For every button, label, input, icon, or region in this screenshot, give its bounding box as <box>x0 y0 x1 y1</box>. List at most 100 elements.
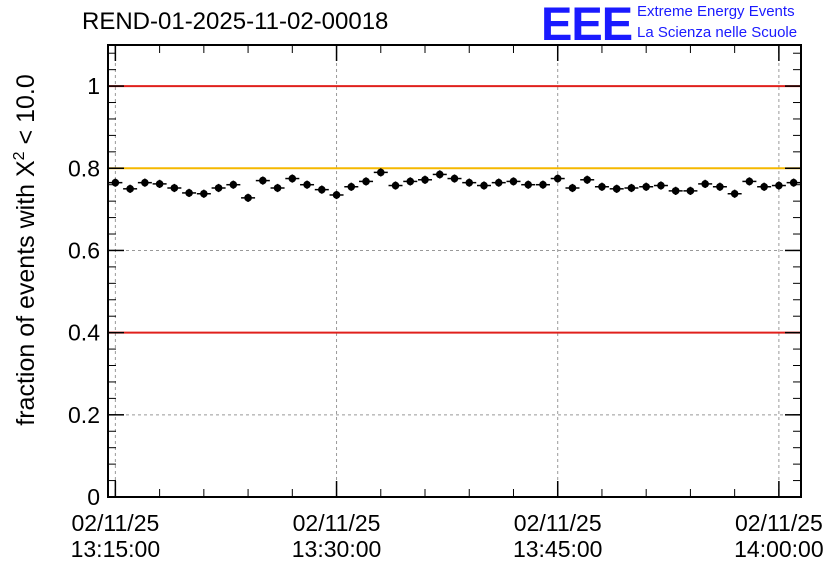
chart-title: REND-01-2025-11-02-00018 <box>82 8 389 35</box>
data-marker <box>686 187 695 195</box>
data-point <box>137 178 152 187</box>
data-point <box>403 177 418 186</box>
data-marker <box>244 194 252 202</box>
data-point <box>476 181 491 190</box>
data-point <box>786 178 801 187</box>
x-tick-time: 13:45:00 <box>513 536 603 562</box>
data-point <box>757 182 772 191</box>
y-tick-label: 0.8 <box>68 155 100 181</box>
y-tick-label: 0.2 <box>68 402 100 428</box>
data-marker <box>465 178 474 187</box>
data-marker <box>362 177 370 186</box>
data-marker <box>450 174 459 183</box>
data-marker <box>406 177 415 186</box>
data-point <box>196 189 211 198</box>
data-marker <box>568 184 577 192</box>
data-point <box>771 181 786 190</box>
data-point <box>123 184 138 193</box>
data-marker <box>141 178 149 187</box>
data-marker <box>376 168 385 177</box>
data-marker <box>524 180 533 189</box>
data-marker <box>303 180 311 189</box>
data-point <box>712 182 727 191</box>
data-point <box>506 177 521 186</box>
data-marker <box>612 185 621 193</box>
data-marker <box>701 180 709 188</box>
y-tick-label: 0 <box>87 484 100 510</box>
data-marker <box>789 178 798 187</box>
data-marker <box>391 181 400 190</box>
data-point <box>491 178 506 187</box>
data-marker <box>494 178 503 187</box>
data-point <box>182 188 197 198</box>
data-point <box>727 189 742 198</box>
data-point <box>683 186 698 195</box>
x-tick-date: 02/11/25 <box>514 510 602 536</box>
x-tick-date: 02/11/25 <box>735 510 823 536</box>
data-point <box>609 184 624 193</box>
data-points <box>108 168 801 202</box>
data-marker <box>671 187 680 195</box>
axis-ticks <box>108 45 801 498</box>
data-point <box>300 180 315 189</box>
data-point <box>329 190 344 200</box>
data-point <box>255 176 270 185</box>
data-point <box>462 178 477 187</box>
data-marker <box>229 180 238 189</box>
data-point <box>152 179 167 188</box>
x-tick-date: 02/11/25 <box>71 510 159 536</box>
data-marker <box>332 191 341 199</box>
x-tick-time: 14:00:00 <box>734 536 824 562</box>
data-marker <box>760 182 768 191</box>
data-marker <box>421 175 429 184</box>
logo-tagline-2: La Scienza nelle Scuole <box>637 24 798 41</box>
data-marker <box>553 174 562 183</box>
data-marker <box>317 185 326 194</box>
data-marker <box>480 181 488 190</box>
y-tick-label: 1 <box>87 73 100 99</box>
data-marker <box>775 181 783 190</box>
data-point <box>388 181 403 190</box>
data-marker <box>126 185 134 193</box>
data-point <box>418 175 433 184</box>
data-point <box>550 174 565 183</box>
x-tick-time: 13:15:00 <box>71 536 161 562</box>
data-point <box>698 179 713 188</box>
data-marker <box>200 189 208 198</box>
eee-logo: EEE <box>541 0 633 50</box>
data-marker <box>716 182 724 191</box>
data-point <box>668 186 683 195</box>
data-point <box>639 182 654 191</box>
y-tick-label: 0.4 <box>68 320 100 346</box>
data-point <box>314 185 329 194</box>
data-point <box>521 180 536 189</box>
data-point <box>742 177 757 186</box>
data-point <box>226 180 241 189</box>
data-marker <box>509 177 518 186</box>
data-point <box>270 183 285 193</box>
data-marker <box>155 180 164 188</box>
data-marker <box>539 180 547 189</box>
axis-labels: 00.20.40.60.8102/11/2513:15:0002/11/2513… <box>68 73 824 562</box>
plot-frame <box>107 44 802 498</box>
data-marker <box>273 184 282 192</box>
data-point <box>447 174 462 183</box>
data-marker <box>730 189 739 198</box>
data-point <box>535 180 550 189</box>
data-point <box>108 178 123 187</box>
data-marker <box>259 176 267 185</box>
data-marker <box>598 182 606 191</box>
data-point <box>285 174 300 183</box>
data-marker <box>111 178 120 187</box>
data-marker <box>642 182 650 191</box>
data-point <box>359 177 374 186</box>
data-point <box>373 168 388 177</box>
data-marker <box>745 177 754 186</box>
logo-tagline-1: Extreme Energy Events <box>637 3 795 20</box>
data-marker <box>347 182 356 191</box>
data-marker <box>657 181 665 190</box>
data-point <box>432 170 447 179</box>
data-point <box>167 183 182 193</box>
grid <box>108 45 801 497</box>
